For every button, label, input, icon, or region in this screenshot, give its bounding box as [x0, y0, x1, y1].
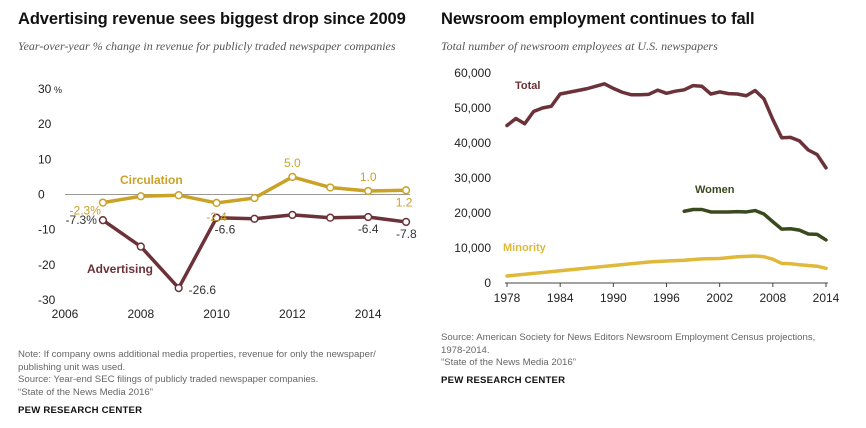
- y-tick-label: 20,000: [454, 206, 491, 220]
- right-brand-label: PEW RESEARCH CENTER: [441, 375, 566, 386]
- x-tick-label: 2012: [279, 307, 306, 321]
- employment-chart-panel: Newsroom employment continues to fall To…: [433, 0, 866, 428]
- x-tick-label: 2002: [706, 291, 733, 305]
- advertising-point: [401, 217, 411, 227]
- x-tick-label: 2010: [203, 307, 230, 321]
- y-tick-label: -30: [38, 293, 56, 307]
- circulation-point: [401, 186, 411, 195]
- advertising-point: [326, 213, 335, 222]
- advertising-point: [364, 212, 373, 222]
- y-tick-label: -10: [38, 223, 56, 237]
- left-note-line: “State of the News Media 2016”: [18, 386, 153, 398]
- right-chart-title: Newsroom employment continues to fall: [441, 10, 755, 28]
- x-tick-label: 2008: [127, 307, 154, 321]
- circulation-point: [98, 198, 108, 207]
- y-tick-label: 0: [38, 188, 45, 202]
- advertising-series-label: Advertising: [87, 262, 153, 276]
- x-tick-label: 2008: [759, 291, 786, 305]
- y-tick-label: 30: [38, 82, 52, 96]
- y-tick-label: 60,000: [454, 66, 491, 80]
- x-tick-label: 2014: [813, 291, 840, 305]
- right-note-line: 1978-2014.: [441, 344, 490, 356]
- newsroom-employment-chart: 60,000 50,000 40,000 30,000 20,000 10,000 0197…: [454, 66, 840, 305]
- left-note-line: Note: If company owns additional media p…: [18, 349, 376, 360]
- left-brand-label: PEW RESEARCH CENTER: [18, 405, 143, 416]
- advertising-data-label: -7.3%: [66, 213, 98, 227]
- right-chart-subtitle: Total number of newsroom employees at U.…: [441, 39, 718, 53]
- circulation-point: [212, 198, 221, 208]
- x-tick-label: 1984: [547, 291, 574, 305]
- advertising-data-label: -6.4: [358, 222, 379, 236]
- advertising-point: [174, 283, 183, 293]
- advertising-chart-panel: Advertising revenue sees biggest drop si…: [0, 0, 425, 428]
- advertising-data-label: -6.6: [215, 223, 236, 237]
- circulation-point: [326, 183, 335, 192]
- y-tick-label: 50,000: [454, 101, 491, 115]
- minority-line: [505, 254, 828, 278]
- total-series-label: Total: [515, 80, 540, 92]
- advertising-point: [250, 214, 259, 223]
- circulation-point: [250, 193, 259, 203]
- left-note-line: publishing unit was used.: [18, 361, 126, 373]
- women-line: [682, 207, 828, 242]
- y-tick-label: 30,000: [454, 171, 491, 185]
- y-unit-label: %: [54, 85, 62, 95]
- left-chart-subtitle: Year-over-year % change in revenue for p…: [18, 39, 396, 53]
- y-tick-label: 20: [38, 117, 52, 131]
- x-tick-label: 1990: [600, 291, 627, 305]
- circulation-data-label: -2.4: [206, 210, 227, 224]
- circulation-point: [136, 192, 145, 201]
- total-line: [505, 82, 828, 170]
- circulation-point: [364, 186, 373, 196]
- circulation-point: [288, 172, 297, 182]
- y-tick-label: 10: [38, 152, 52, 166]
- advertising-point: [212, 213, 221, 222]
- circulation-data-label: -2.3%: [70, 204, 102, 218]
- advertising-point: [288, 210, 297, 220]
- x-tick-label: 1978: [494, 291, 521, 305]
- advertising-point: [136, 242, 145, 251]
- circulation-series-label: Circulation: [120, 173, 183, 187]
- right-note-line: Source: American Society for News Editor…: [441, 332, 816, 343]
- y-tick-label: -20: [38, 258, 56, 272]
- right-notes: Source: American Society for News Editor…: [441, 332, 815, 370]
- circulation-data-label: 5.0: [284, 156, 301, 170]
- women-series-label: Women: [695, 184, 735, 196]
- x-tick-label: 2006: [52, 307, 79, 321]
- minority-series-label: Minority: [503, 242, 547, 254]
- y-tick-label: 10,000: [454, 241, 491, 255]
- left-notes: Note: If company owns additional media p…: [18, 349, 376, 399]
- x-tick-label: 2014: [355, 307, 382, 321]
- circulation-data-label: 1.0: [360, 170, 377, 184]
- right-note-line: “State of the News Media 2016”: [441, 357, 576, 368]
- x-tick-label: 1996: [653, 291, 680, 305]
- advertising-data-label: -7.8: [396, 227, 417, 241]
- y-tick-label: 0: [484, 276, 491, 290]
- circulation-data-label: 1.2: [396, 195, 413, 209]
- advertising-point: [98, 216, 108, 225]
- advertising-data-label: -26.6: [189, 283, 217, 297]
- left-chart-title: Advertising revenue sees biggest drop si…: [18, 10, 406, 28]
- circulation-point: [174, 191, 183, 200]
- left-note-line: Source: Year-end SEC filings of publicly…: [18, 374, 319, 385]
- y-tick-label: 40,000: [454, 136, 491, 150]
